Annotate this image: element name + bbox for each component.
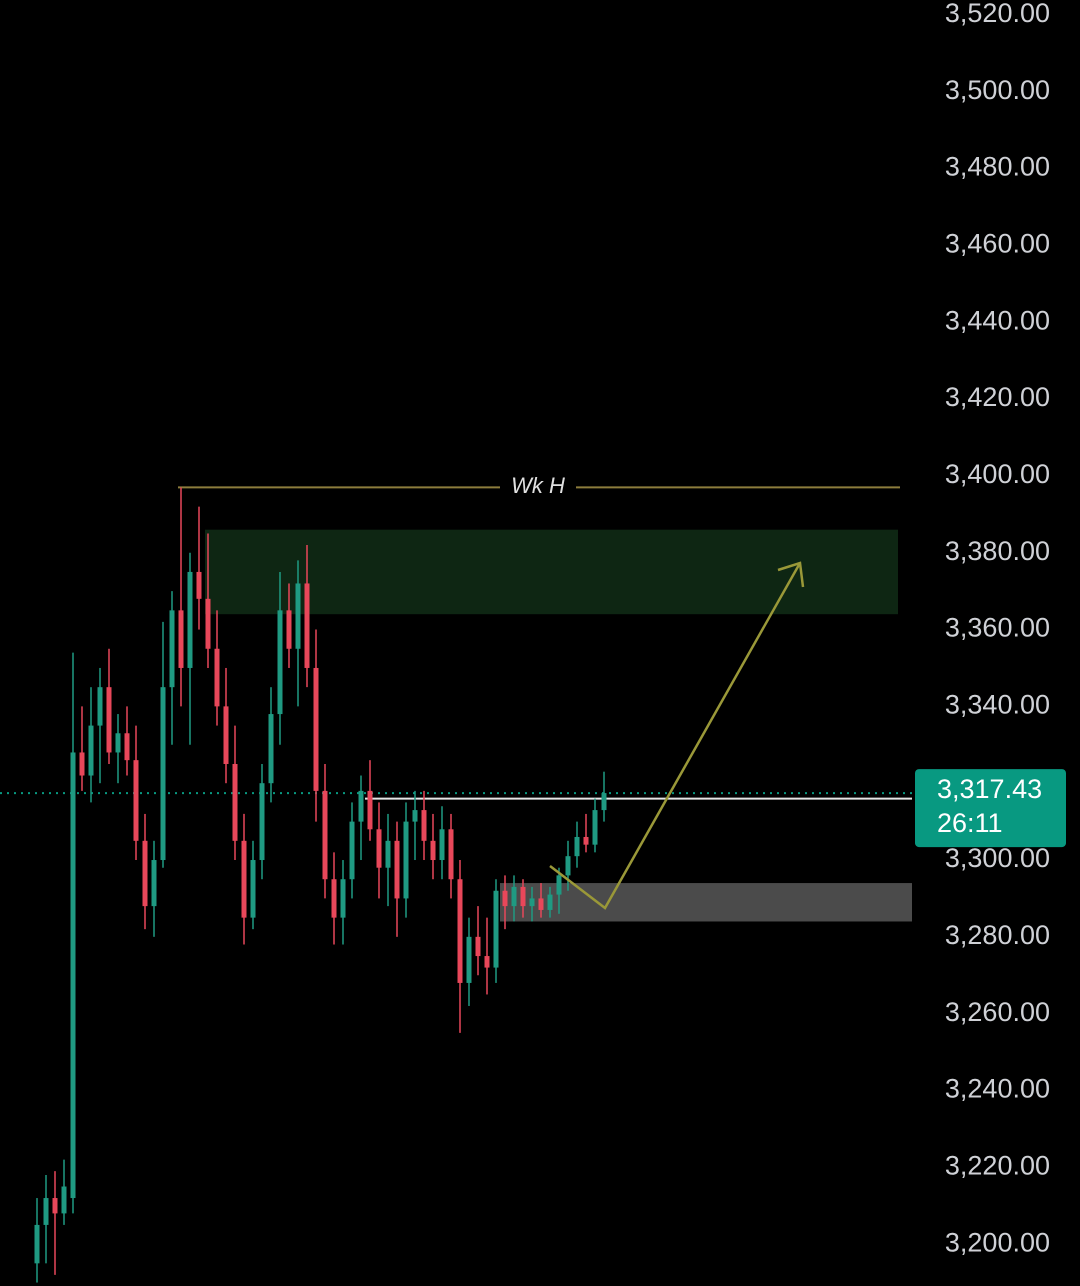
candle-body [511,886,517,907]
candle-body [466,936,472,983]
y-tick-label: 3,520.00 [945,0,1050,28]
levels: Wk H [0,473,912,800]
candle-body [475,936,481,957]
candle-body [421,810,427,841]
y-tick-label: 3,300.00 [945,843,1050,873]
candle-body [349,821,355,880]
candle-body [457,879,463,983]
candle-body [196,571,202,599]
candle-body [403,821,409,899]
arrow-path [549,562,802,910]
candle-body [592,810,598,845]
candle-body [313,667,319,791]
candle-body [61,1186,67,1214]
candle-body [601,793,607,811]
y-tick-label: 3,340.00 [945,690,1050,720]
candle-body [106,687,112,753]
y-tick-label: 3,460.00 [945,229,1050,259]
candle-body [574,836,580,857]
candle-body [187,571,193,668]
candle-body [439,829,445,861]
price-badge: 3,317.43 26:11 [915,769,1066,848]
candle-body [97,687,103,726]
candle-body [358,790,364,822]
candle-body [250,860,256,918]
candle-body [556,875,562,895]
candle-body [214,648,220,707]
candle-body [583,836,589,845]
candle-body [394,840,400,899]
candle-body [205,598,211,649]
candle-body [340,879,346,918]
candle-body [412,810,418,822]
y-tick-label: 3,500.00 [945,75,1050,105]
candle-body [268,714,274,784]
zone [205,529,898,615]
candle-body [169,610,175,688]
arrow-head [777,561,805,588]
candle-body [376,829,382,868]
y-tick-label: 3,280.00 [945,920,1050,950]
candle-body [43,1198,49,1225]
y-tick-label: 3,240.00 [945,1074,1050,1104]
price-badge-box [915,769,1066,848]
zones [205,529,912,922]
candle-body [223,706,229,764]
candle-body [331,879,337,918]
candle-body [565,856,571,876]
y-tick-label: 3,260.00 [945,997,1050,1027]
candle-body [277,610,283,715]
candle-body [52,1198,58,1214]
y-tick-label: 3,360.00 [945,613,1050,643]
candle-body [385,840,391,868]
candle-body [538,898,544,910]
candle-body [547,894,553,910]
candle-body [304,583,310,668]
candle-body [142,840,148,907]
level-label: Wk H [511,473,565,498]
candle-body [484,956,490,968]
zone [500,883,912,922]
y-tick-label: 3,440.00 [945,305,1050,335]
candle-body [232,763,238,841]
y-tick-label: 3,480.00 [945,152,1050,182]
candle-body [88,725,94,776]
candle-body [529,898,535,907]
candle-body [322,790,328,880]
candle-body [70,752,76,1199]
candle-body [178,610,184,668]
candle-body [151,860,157,907]
candle-body [520,886,526,907]
candle-body [367,790,373,830]
candle-body [259,783,265,861]
candles [34,487,607,1283]
candle-body [34,1224,40,1264]
price-badge-countdown: 26:11 [937,808,1003,838]
candle-body [295,583,301,649]
candle-body [286,610,292,649]
candle-body [124,733,130,761]
candle-body [430,840,436,861]
candle-body [79,752,85,776]
price-badge-label: 3,317.43 [937,774,1042,804]
y-tick-label: 3,380.00 [945,536,1050,566]
y-tick-label: 3,220.00 [945,1150,1050,1180]
candle-body [502,890,508,907]
y-tick-label: 3,400.00 [945,459,1050,489]
candle-body [241,840,247,918]
candle-body [448,829,454,880]
candle-body [493,890,499,968]
y-tick-label: 3,200.00 [945,1227,1050,1257]
projection-arrow [549,561,805,910]
candle-body [133,760,139,841]
y-tick-label: 3,420.00 [945,382,1050,412]
candle-body [115,733,121,753]
candle-body [160,687,166,861]
